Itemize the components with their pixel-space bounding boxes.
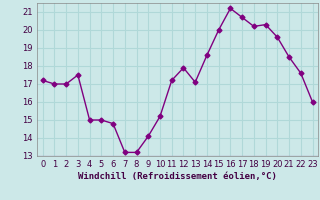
X-axis label: Windchill (Refroidissement éolien,°C): Windchill (Refroidissement éolien,°C)	[78, 172, 277, 181]
